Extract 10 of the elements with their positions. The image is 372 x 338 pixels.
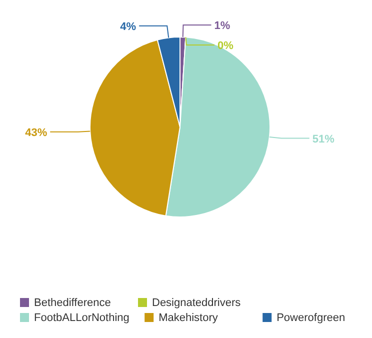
- legend-label: Designateddrivers: [152, 297, 242, 309]
- data-label: 4%: [120, 20, 136, 33]
- data-label: 1%: [214, 20, 230, 32]
- data-label: 43%: [25, 126, 48, 139]
- text: 0%: [217, 40, 234, 52]
- legend-label: Makehistory: [158, 312, 218, 324]
- legend-label: Bethedifference: [34, 297, 111, 309]
- legend-label: FootbALLorNothing: [34, 312, 130, 324]
- data-label: 51%: [312, 133, 335, 146]
- legend-label: Powerofgreen: [276, 312, 346, 324]
